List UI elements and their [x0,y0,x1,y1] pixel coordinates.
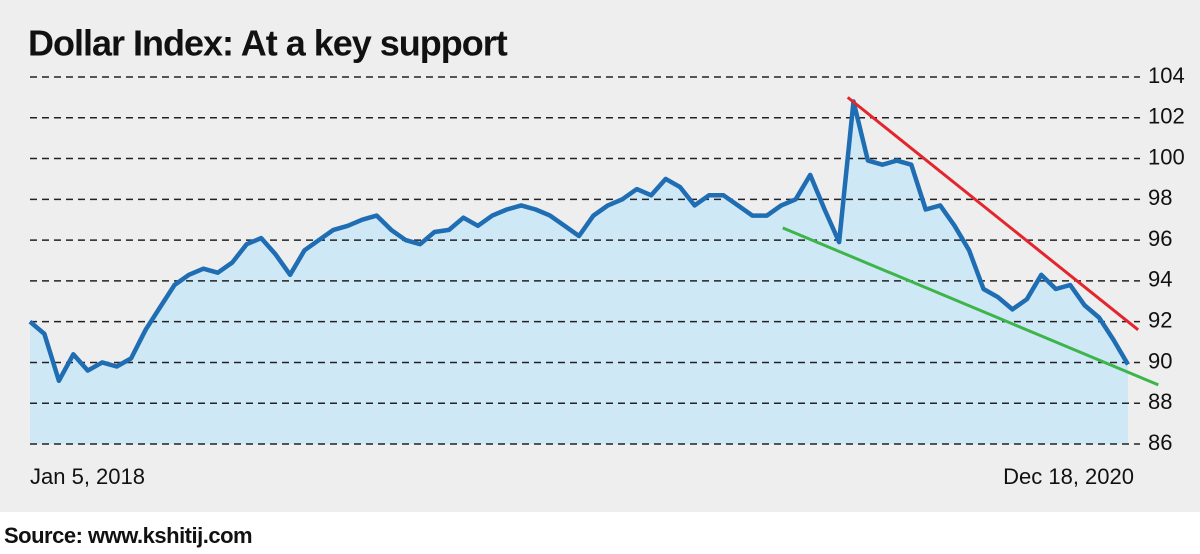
chart-title: Dollar Index: At a key support [28,23,508,64]
y-tick-label: 98 [1148,185,1172,210]
x-tick-label: Dec 18, 2020 [1003,464,1134,489]
y-tick-label: 90 [1148,348,1172,373]
y-tick-label: 100 [1148,144,1185,169]
trend-line [782,226,1159,387]
y-tick-label: 94 [1148,267,1172,292]
y-tick-label: 92 [1148,307,1172,332]
line [28,99,1130,384]
x-tick-label: Jan 5, 2018 [30,464,145,489]
y-tick-label: 102 [1148,104,1185,129]
trend-line [846,96,1140,331]
y-tick-label: 104 [1148,63,1185,88]
area [30,101,1128,444]
source-note: Source: www.kshitij.com [4,523,252,548]
y-tick-label: 96 [1148,226,1172,251]
y-tick-label: 86 [1148,430,1172,455]
y-tick-label: 88 [1148,389,1172,414]
